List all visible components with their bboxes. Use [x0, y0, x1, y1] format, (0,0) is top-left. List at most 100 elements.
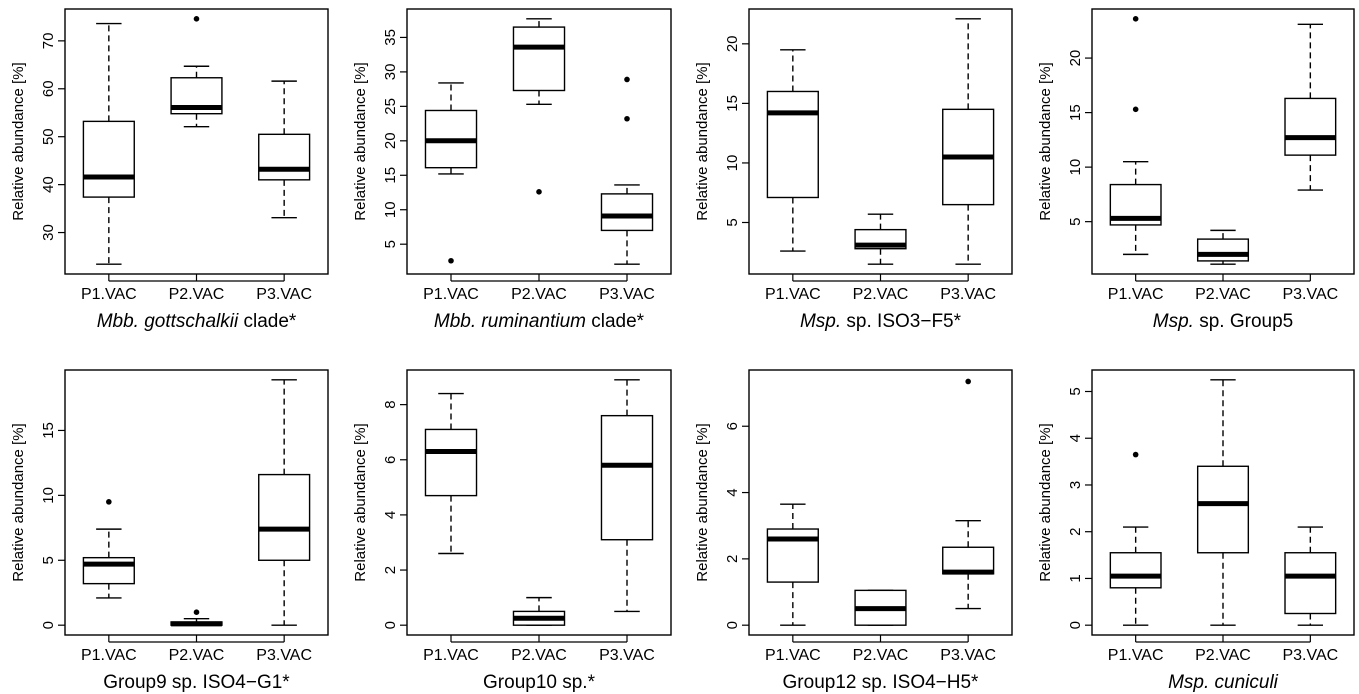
iqr-box — [1196, 238, 1250, 262]
panel-2: 5 10 15 20 25 30 35 Relative abundance [%] P1.VA… — [352, 8, 672, 332]
y-tick-label: 6 — [724, 422, 741, 430]
x-tick-label: P2.VAC — [853, 286, 909, 303]
y-tick-label: 5 — [40, 556, 57, 564]
y-tick-label: 35 — [382, 29, 399, 46]
x-tick-label: P3.VAC — [1282, 286, 1338, 303]
box-p1-vac — [424, 82, 478, 264]
y-tick-label: 0 — [382, 621, 399, 629]
y-axis-label: Relative abundance [%] — [694, 423, 711, 581]
y-tick-label: 4 — [382, 511, 399, 519]
panel-3: 5 10 15 20 Relative abundance [%] P1.VAC P2.VA… — [694, 8, 1013, 332]
box-p1-vac — [424, 392, 478, 555]
panel-6: 0 2 4 6 8 Relative abundance [%] P1.VAC P2.VAC P… — [352, 369, 672, 693]
y-tick-label: 10 — [724, 155, 741, 172]
iqr-box — [1284, 97, 1337, 156]
x-tick-label: P2.VAC — [511, 286, 567, 303]
x-tick-label: P2.VAC — [511, 647, 567, 664]
box-p2-vac — [512, 596, 566, 626]
y-tick-label: 4 — [1067, 434, 1084, 442]
outlier-point — [965, 378, 971, 385]
y-tick-label: 5 — [1067, 217, 1084, 225]
y-tick-label: 15 — [1067, 104, 1084, 121]
outlier-point — [1132, 16, 1139, 22]
iqr-box — [1109, 552, 1162, 589]
y-tick-label: 20 — [1067, 50, 1084, 67]
panel-title-normal: Group9 sp. ISO4−G1* — [103, 672, 290, 693]
panel-title-italic: Mbb. gottschalkii — [97, 311, 239, 332]
box-p3-vac — [258, 379, 311, 626]
y-tick-label: 60 — [40, 80, 57, 97]
box-p2-vac — [854, 589, 907, 626]
y-tick-label: 0 — [1067, 621, 1084, 629]
y-tick-label: 10 — [40, 487, 57, 504]
y-tick-label: 1 — [1067, 574, 1084, 582]
y-tick-label: 70 — [40, 33, 57, 50]
y-axis-label: Relative abundance [%] — [352, 62, 369, 220]
box-p3-vac — [600, 76, 654, 265]
panel-5: 0 5 10 15 Relative abundance [%] P1.VAC P2.VAC… — [10, 369, 329, 693]
panel-title: Msp. sp. ISO3−F5* — [800, 311, 962, 332]
x-tick-label: P3.VAC — [940, 647, 996, 664]
y-axis-label: Relative abundance [%] — [694, 62, 711, 220]
y-tick-label: 15 — [40, 422, 57, 439]
box-p2-vac — [1196, 229, 1250, 265]
panel-title-italic: Mbb. ruminantium — [434, 311, 586, 332]
y-tick-label: 30 — [382, 64, 399, 81]
iqr-box — [512, 26, 566, 92]
panel-title: Group9 sp. ISO4−G1* — [103, 672, 290, 693]
iqr-box — [424, 428, 478, 497]
iqr-box — [600, 414, 654, 541]
x-tick-label: P2.VAC — [169, 647, 225, 664]
iqr-box — [1196, 465, 1250, 554]
x-tick-label: P2.VAC — [1195, 286, 1251, 303]
iqr-box — [1284, 552, 1337, 615]
panel-title: Msp. cuniculi — [1168, 672, 1279, 693]
x-tick-label: P3.VAC — [256, 286, 312, 303]
outlier-point — [1132, 106, 1139, 113]
y-tick-label: 15 — [724, 95, 741, 112]
box-p1-vac — [1109, 451, 1162, 626]
x-tick-label: P3.VAC — [599, 286, 655, 303]
panel-title-normal: Group10 sp.* — [483, 672, 596, 693]
y-tick-label: 15 — [382, 167, 399, 184]
y-axis-label: Relative abundance [%] — [1037, 423, 1054, 581]
x-tick-label: P3.VAC — [1282, 647, 1338, 664]
box-p3-vac — [1284, 23, 1337, 191]
panel-1: 30 40 50 60 70 Relative abundance [%] P1.VAC P2… — [10, 8, 329, 332]
panel-title-italic: Msp. — [1153, 311, 1194, 332]
box-p3-vac — [600, 379, 654, 613]
outlier-point — [1132, 451, 1139, 458]
x-tick-label: P1.VAC — [1108, 286, 1164, 303]
y-tick-label: 8 — [382, 400, 399, 408]
y-tick-label: 5 — [1067, 387, 1084, 395]
x-tick-label: P1.VAC — [423, 286, 479, 303]
outlier-point — [624, 115, 630, 122]
x-tick-label: P1.VAC — [423, 647, 479, 664]
x-tick-label: P1.VAC — [765, 647, 821, 664]
iqr-box — [258, 473, 311, 561]
iqr-box — [600, 193, 654, 232]
x-tick-label: P3.VAC — [256, 647, 312, 664]
y-tick-label: 6 — [382, 456, 399, 464]
y-tick-label: 5 — [382, 240, 399, 248]
panel-title: Mbb. ruminantium clade* — [434, 311, 645, 332]
y-axis-label: Relative abundance [%] — [352, 423, 369, 581]
outlier-point — [448, 257, 454, 264]
box-p2-vac — [170, 609, 223, 627]
x-tick-label: P2.VAC — [1195, 647, 1251, 664]
y-tick-label: 20 — [724, 35, 741, 52]
panel-4: 5 10 15 20 Relative abundance [%] P1.VAC P2.VA… — [1037, 8, 1355, 332]
y-axis-label: Relative abundance [%] — [1037, 62, 1054, 220]
y-tick-label: 20 — [382, 132, 399, 149]
iqr-box — [258, 133, 311, 181]
outlier-point — [624, 76, 630, 83]
y-tick-label: 2 — [382, 566, 399, 574]
x-tick-label: P1.VAC — [81, 286, 137, 303]
x-tick-label: P3.VAC — [940, 286, 996, 303]
outlier-point — [536, 189, 542, 195]
y-axis-label: Relative abundance [%] — [10, 62, 27, 220]
panel-title: Msp. sp. Group5 — [1153, 311, 1293, 332]
y-tick-label: 50 — [40, 128, 57, 145]
panel-title: Mbb. gottschalkii clade* — [97, 311, 297, 332]
x-tick-label: P2.VAC — [853, 647, 909, 664]
